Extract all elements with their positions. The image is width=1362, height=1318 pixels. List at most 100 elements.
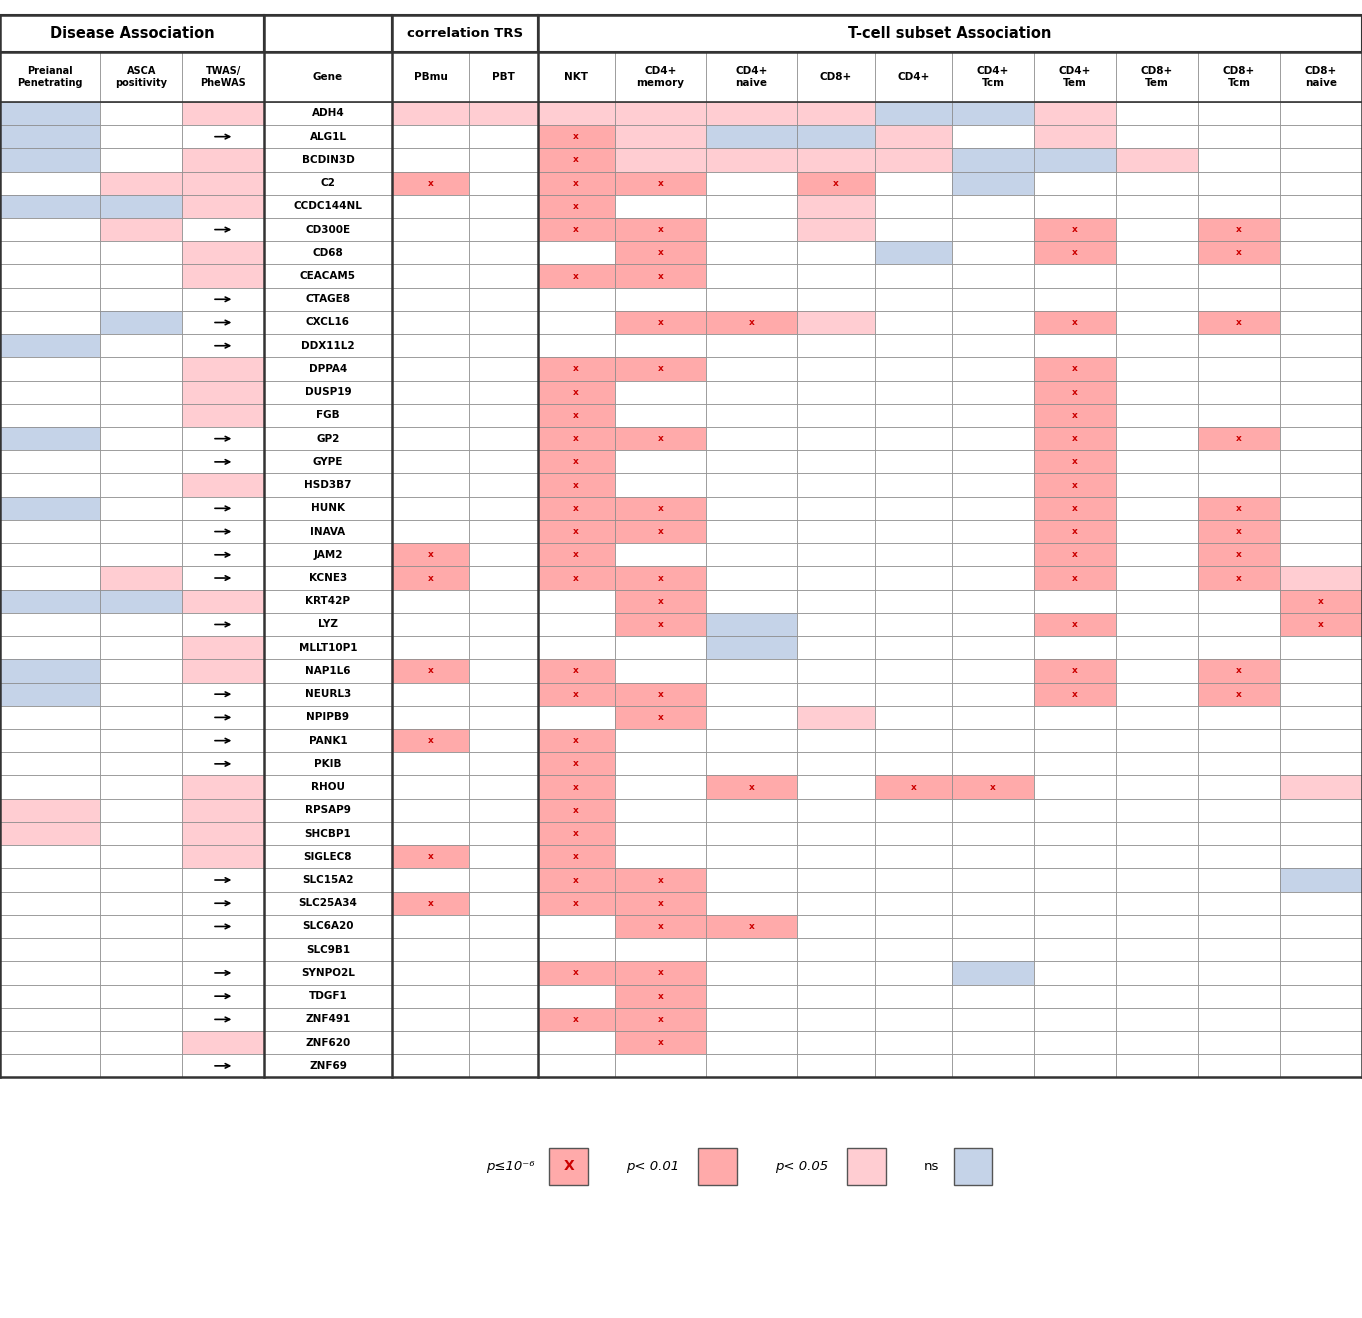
Text: x: x [658, 527, 663, 536]
Bar [264, 938, 392, 961]
Bar [264, 53, 392, 101]
Bar [797, 125, 874, 149]
Bar [392, 799, 469, 822]
Bar [183, 869, 264, 891]
Text: CD8+
Tcm: CD8+ Tcm [1223, 66, 1256, 88]
Bar [874, 706, 952, 729]
Bar [101, 53, 183, 101]
Bar [183, 961, 264, 985]
Bar [1034, 53, 1115, 101]
Bar [392, 311, 469, 335]
Bar [874, 171, 952, 195]
Bar [538, 357, 616, 381]
Bar [706, 659, 797, 683]
Bar [616, 149, 706, 171]
Bar [183, 333, 264, 357]
Bar [538, 799, 616, 822]
Bar [952, 637, 1034, 659]
Bar [1115, 217, 1199, 241]
Bar [1280, 706, 1362, 729]
Bar [1115, 891, 1199, 915]
Bar [1280, 311, 1362, 335]
Bar [616, 799, 706, 822]
Bar [874, 311, 952, 335]
Text: CD300E: CD300E [305, 224, 350, 235]
Bar [1199, 287, 1280, 311]
Bar [0, 311, 101, 335]
Text: x: x [658, 179, 663, 187]
Bar [101, 125, 183, 149]
Bar [1280, 799, 1362, 822]
Text: CD4+
memory: CD4+ memory [636, 66, 685, 88]
Bar [1115, 403, 1199, 427]
Bar [101, 287, 183, 311]
Bar [469, 775, 538, 799]
Bar [952, 891, 1034, 915]
Bar [797, 1008, 874, 1031]
Bar [1115, 775, 1199, 799]
Bar [183, 149, 264, 171]
Bar [1115, 659, 1199, 683]
Bar [538, 869, 616, 891]
Text: ZNF69: ZNF69 [309, 1061, 347, 1070]
Bar [264, 753, 392, 775]
Bar [101, 1054, 183, 1078]
Bar [392, 333, 469, 357]
Bar [101, 567, 183, 589]
Bar [1199, 891, 1280, 915]
Bar [797, 543, 874, 567]
Bar [392, 869, 469, 891]
Bar [264, 101, 392, 125]
Bar [1280, 753, 1362, 775]
Bar [1034, 613, 1115, 637]
Text: CCDC144NL: CCDC144NL [294, 202, 362, 211]
Bar [1199, 1008, 1280, 1031]
Bar [1115, 265, 1199, 287]
Bar [1199, 357, 1280, 381]
Bar [392, 961, 469, 985]
Bar [706, 101, 797, 125]
Bar [952, 869, 1034, 891]
Bar [183, 985, 264, 1008]
Bar [616, 753, 706, 775]
Text: x: x [1072, 248, 1077, 257]
Bar [1280, 659, 1362, 683]
Text: C2: C2 [320, 178, 335, 188]
Bar [101, 706, 183, 729]
Bar [616, 241, 706, 265]
Text: x: x [1237, 318, 1242, 327]
Bar [0, 613, 101, 637]
Bar [1115, 543, 1199, 567]
Text: x: x [573, 434, 579, 443]
Bar [874, 775, 952, 799]
Bar [706, 799, 797, 822]
Bar [952, 287, 1034, 311]
Bar [264, 543, 392, 567]
Text: x: x [428, 737, 433, 745]
Text: GYPE: GYPE [313, 457, 343, 467]
Text: CTAGE8: CTAGE8 [305, 294, 350, 304]
Bar [1034, 287, 1115, 311]
Bar [0, 938, 101, 961]
Text: NPIPB9: NPIPB9 [306, 713, 350, 722]
Bar [797, 589, 874, 613]
Bar [874, 729, 952, 753]
Bar [0, 217, 101, 241]
Bar [1115, 845, 1199, 869]
Bar [538, 729, 616, 753]
Bar [874, 101, 952, 125]
Bar [616, 1054, 706, 1078]
Bar [797, 706, 874, 729]
Bar [469, 171, 538, 195]
Bar [706, 125, 797, 149]
Bar [1034, 659, 1115, 683]
Bar [1280, 381, 1362, 403]
Bar [616, 53, 706, 101]
Text: x: x [573, 156, 579, 165]
Bar [1034, 775, 1115, 799]
Text: x: x [990, 783, 996, 792]
Bar [183, 1054, 264, 1078]
Text: x: x [1237, 573, 1242, 583]
Bar [1115, 381, 1199, 403]
Bar [264, 125, 392, 149]
